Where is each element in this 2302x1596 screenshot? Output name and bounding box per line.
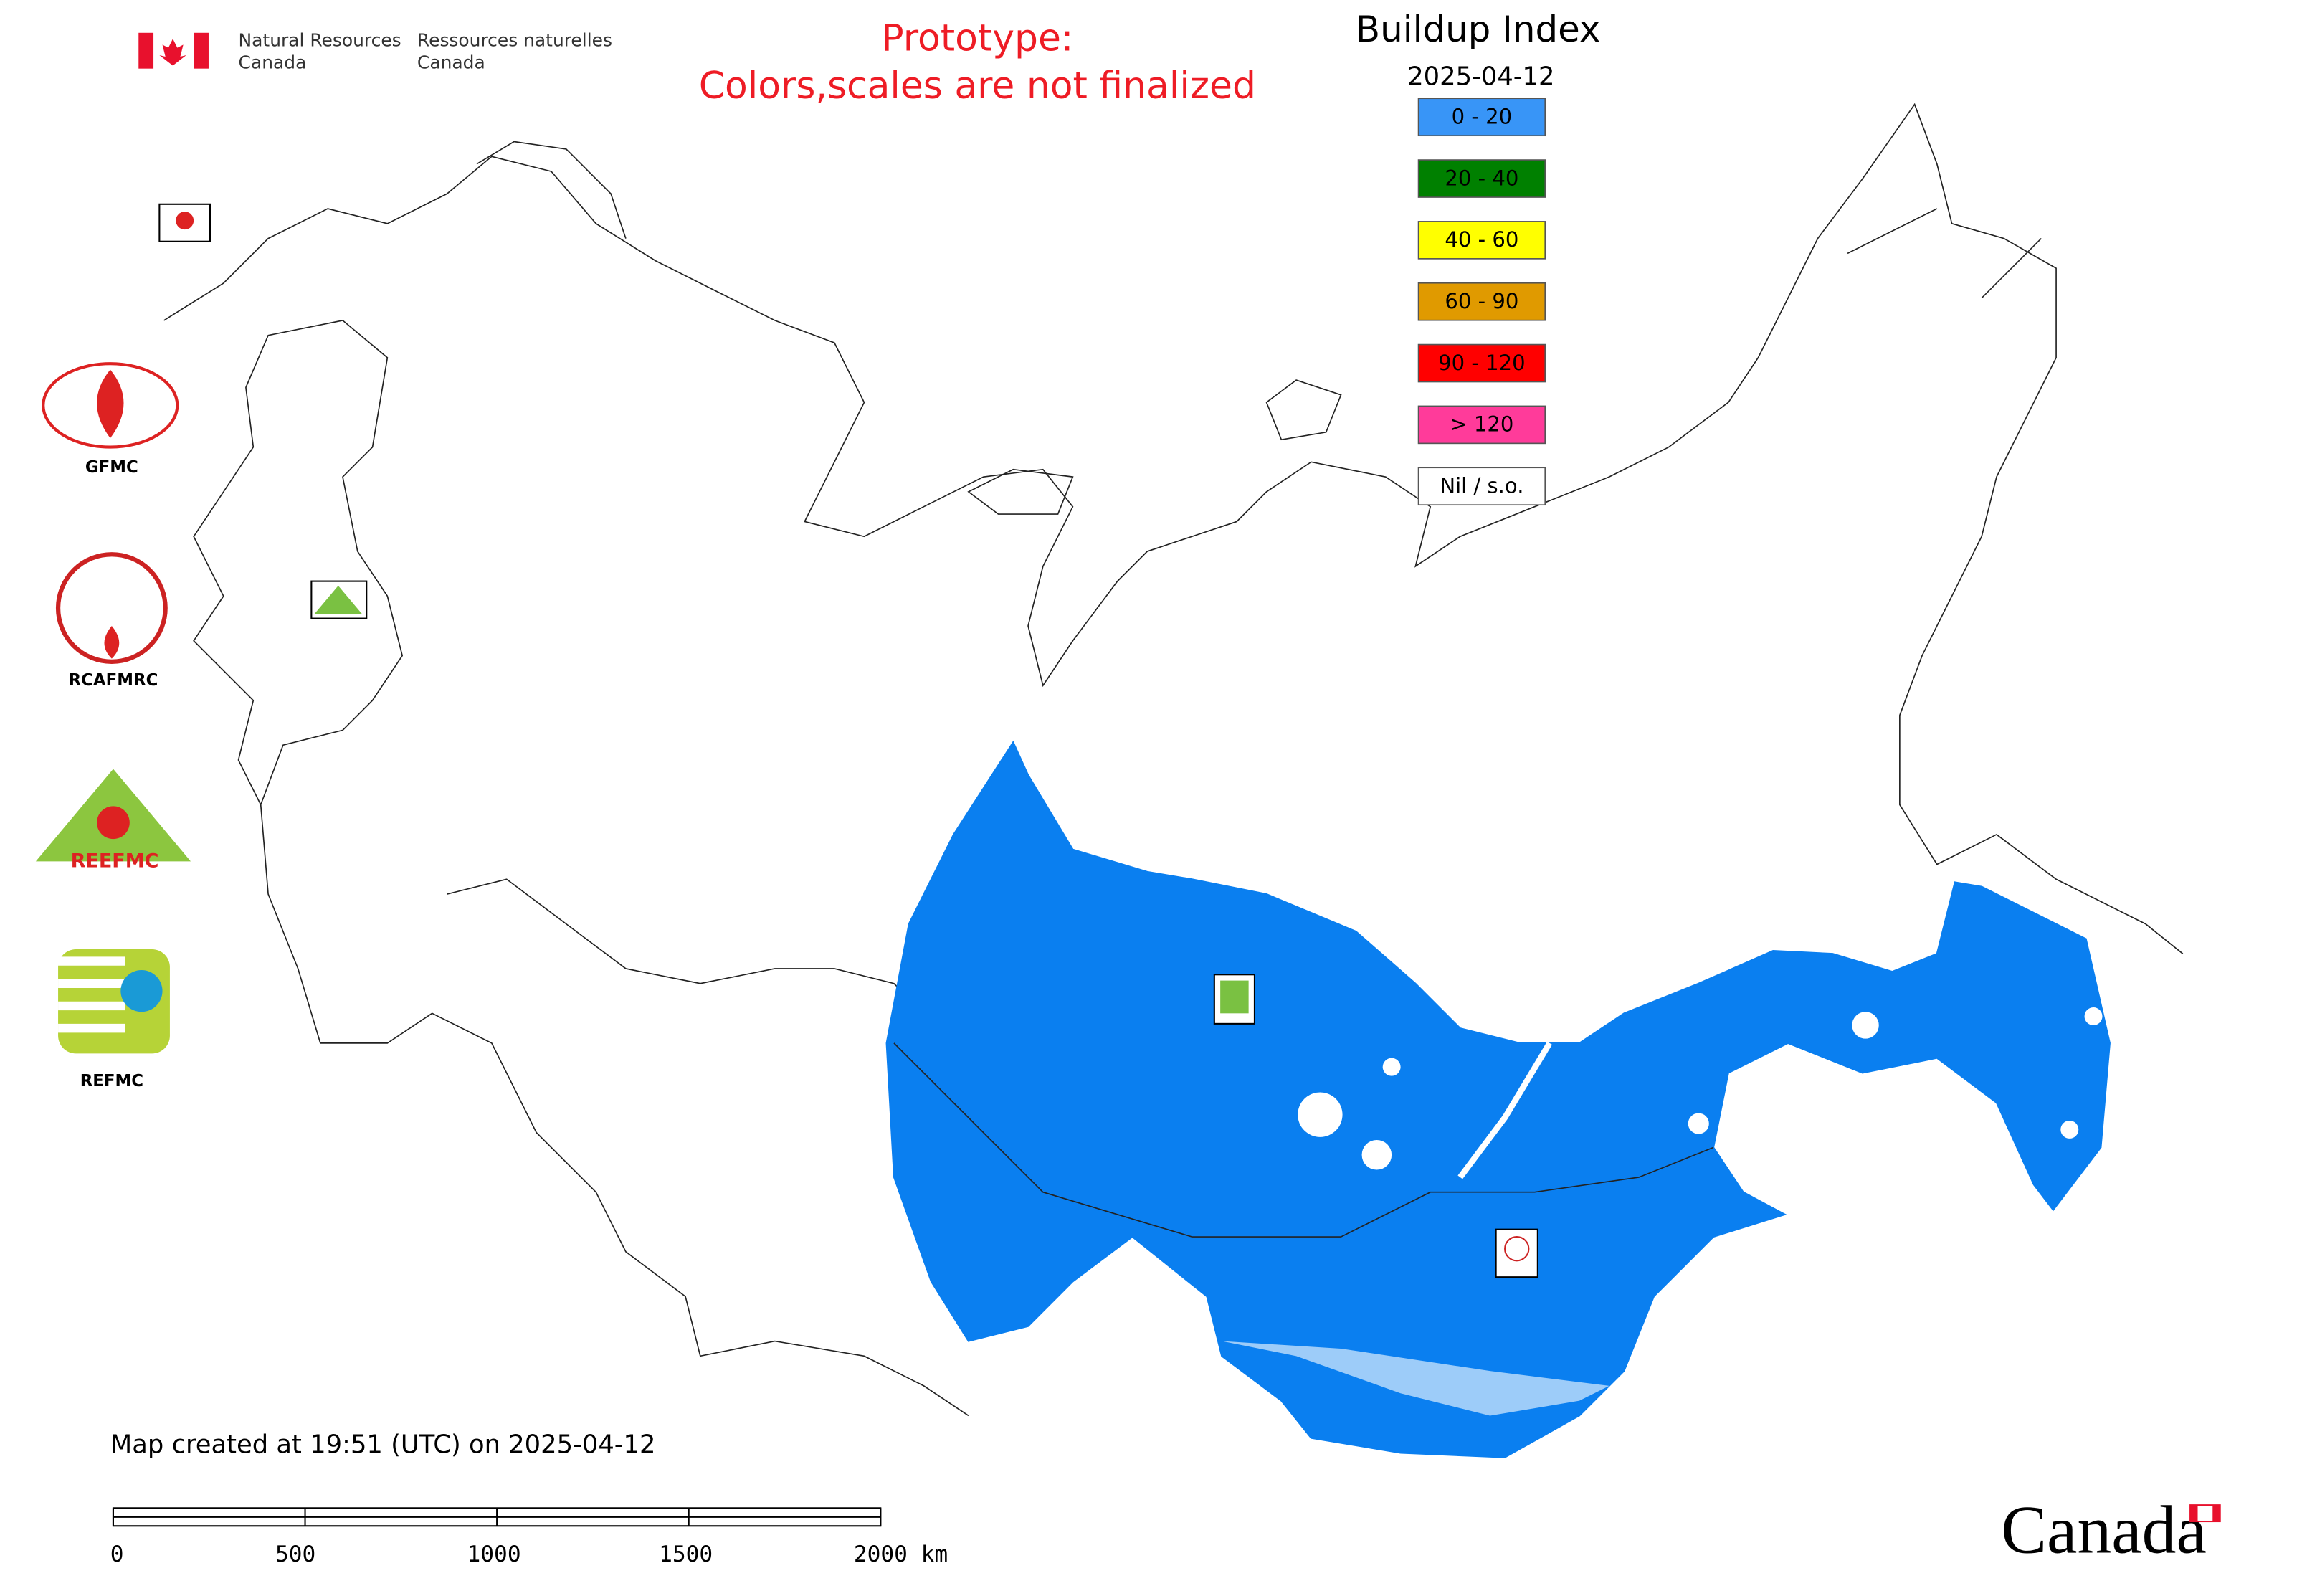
legend-title: Buildup Index: [1356, 9, 1601, 50]
legend-label: Nil / s.o.: [1440, 474, 1523, 498]
country-outlines: [163, 103, 2184, 1417]
legend-swatch: [1417, 221, 1546, 260]
scale-label: 2000 km: [854, 1542, 948, 1567]
scale-label: 1000: [467, 1542, 521, 1567]
legend-label: 90 - 120: [1438, 351, 1525, 375]
legend-label: 0 - 20: [1452, 105, 1512, 129]
map-markers: [158, 203, 1538, 1278]
wordmark-flag: [2189, 1504, 2221, 1523]
logo-gfmc: [42, 362, 179, 449]
scale-label: 1500: [659, 1542, 713, 1567]
scale-label: 0: [110, 1542, 124, 1567]
legend: 0 - 20 20 - 40 40 - 60 60 - 90 90 - 120 > 120…: [1417, 98, 1546, 506]
legend-label: 40 - 60: [1445, 227, 1518, 252]
logo-rcafmrc: [55, 552, 168, 664]
logo-refmc: [58, 949, 170, 1054]
department-en: Natural Resources: [239, 29, 401, 50]
legend-swatch: [1417, 343, 1546, 383]
legend-date: 2025-04-12: [1407, 62, 1554, 92]
created-note: Map created at 19:51 (UTC) on 2025-04-12: [110, 1430, 656, 1459]
logo-label: RCAFMRC: [69, 671, 158, 690]
notice: Prototype:: [881, 17, 1073, 60]
department-en: Canada: [239, 52, 307, 73]
flag: [138, 32, 209, 69]
legend-swatch: [1417, 98, 1546, 137]
legend-label: 60 - 90: [1445, 289, 1518, 313]
department-fr: Ressources naturelles: [417, 29, 612, 50]
legend-swatch: [1417, 282, 1546, 321]
legend-label: 20 - 40: [1445, 166, 1518, 190]
legend-swatch: [1417, 467, 1546, 506]
legend-swatch: [1417, 405, 1546, 445]
canada-wordmark: Canada: [2001, 1492, 2207, 1568]
department-fr: Canada: [417, 52, 485, 73]
logo-label: REFMC: [80, 1072, 143, 1091]
scale-label: 500: [275, 1542, 315, 1567]
legend-swatch: [1417, 159, 1546, 198]
buildup-region: [885, 740, 2111, 1458]
scale-bar: 0 500 1000 1500 2000 km: [110, 1507, 948, 1567]
logo-label: GFMC: [85, 458, 138, 477]
logo-label: REEFMC: [71, 850, 159, 873]
legend-label: > 120: [1450, 412, 1513, 437]
logo-reefmc: [35, 769, 191, 862]
notice: Colors,scales are not finalized: [699, 65, 1256, 108]
